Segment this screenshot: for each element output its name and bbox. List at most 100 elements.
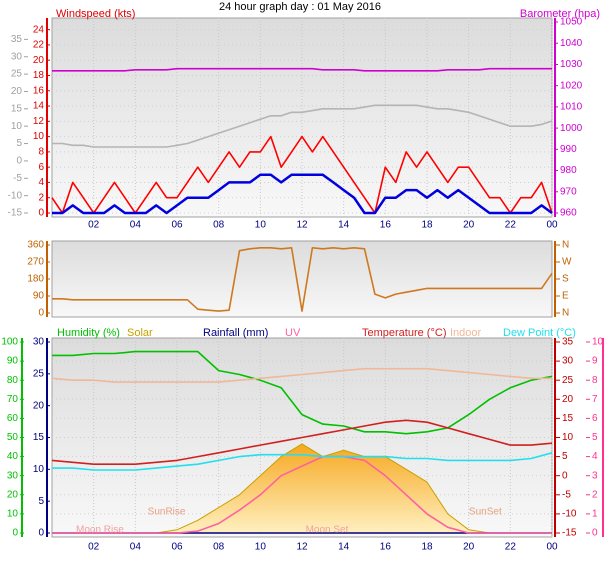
y-tick-label: 5 [562,451,568,462]
y-tick-label: 1020 [560,80,583,91]
y-tick-label: 22 [33,40,45,51]
y-tick-label: S [562,274,569,285]
y-tick-label: 3 [592,470,598,481]
y-tick-label: 30 [11,51,23,62]
y-tick-label: 70 [7,394,19,405]
y-tick-label: 360 [27,240,44,251]
y-tick-label: 10 [7,509,19,520]
y-tick-label: 24 [33,24,45,35]
x-tick-label: 16 [380,220,392,231]
annotation: Moon Set [306,525,349,536]
y-tick-label: 8 [38,147,44,158]
y-tick-label: 0 [38,308,44,319]
legend-entry: Dew Point (°C) [503,327,576,339]
y-tick-label: 2 [592,489,598,500]
x-tick-label: 06 [171,542,183,553]
y-tick-label: 5 [16,138,22,149]
annotation: Moon Rise [76,525,124,536]
y-tick-label: 0 [16,156,22,167]
y-tick-label: 60 [7,413,19,424]
y-tick-label: 10 [33,131,45,142]
x-tick-label: 10 [255,220,267,231]
y-tick-label: 20 [33,55,45,66]
y-tick-label: 10 [562,432,574,443]
legend-entry: Indoor [450,327,482,339]
y-tick-label: -15 [562,528,577,539]
y-tick-label: 10 [11,121,23,132]
x-tick-label: 00 [546,542,558,553]
x-tick-label: 14 [338,220,350,231]
chart-title: 24 hour graph day : 01 May 2016 [219,1,381,13]
y-tick-label: 25 [562,375,574,386]
y-tick-label: 1000 [560,123,583,134]
y-tick-label: 5 [592,432,598,443]
y-tick-label: 30 [33,337,45,348]
y-tick-label: 0 [562,470,568,481]
x-tick-label: 12 [296,542,308,553]
y-tick-label: 6 [38,162,44,173]
y-tick-label: 15 [562,413,574,424]
y-tick-label: 20 [33,400,45,411]
x-tick-label: 18 [421,542,433,553]
y-tick-label: 80 [7,375,19,386]
y-tick-label: 8 [592,375,598,386]
y-tick-label: 1 [592,509,598,520]
y-tick-label: N [562,308,569,319]
y-tick-label: 1050 [560,17,583,28]
y-tick-label: 16 [33,85,45,96]
y-tick-label: 5 [38,496,44,507]
y-tick-label: 18 [33,70,45,81]
x-tick-label: 20 [463,220,475,231]
legend-entry: Rainfall (mm) [203,327,268,339]
y-tick-label: N [562,240,569,251]
legend-entry: Temperature (°C) [362,327,446,339]
y-tick-label: E [562,291,569,302]
x-tick-label: 04 [130,542,142,553]
y-tick-label: 0 [38,528,44,539]
y-tick-label: 6 [592,413,598,424]
y-tick-label: 20 [7,489,19,500]
y-tick-label: 12 [33,116,45,127]
y-tick-label: 100 [1,337,18,348]
axis-title: Barometer (hpa) [520,8,600,20]
y-tick-label: 7 [592,394,598,405]
y-tick-label: 1010 [560,102,583,113]
legend-entry: UV [285,327,301,339]
y-tick-label: 10 [33,464,45,475]
y-tick-label: 960 [560,208,577,219]
y-tick-label: 20 [11,86,23,97]
x-tick-label: 08 [213,542,225,553]
x-tick-label: 02 [88,542,100,553]
y-tick-label: 90 [7,356,19,367]
annotation: SunRise [148,507,186,518]
y-tick-label: 15 [11,103,23,114]
y-tick-label: 14 [33,101,45,112]
x-tick-label: 18 [421,220,433,231]
plot-area [51,240,553,318]
legend-entry: Solar [127,327,153,339]
y-tick-label: 980 [560,165,577,176]
y-tick-label: 990 [560,144,577,155]
x-tick-label: 00 [546,220,558,231]
y-tick-label: 35 [562,337,574,348]
y-tick-label: 10 [592,337,604,348]
legend-entry: Humidity (%) [57,327,120,339]
series-line [51,419,553,465]
y-tick-label: 4 [592,451,598,462]
x-tick-label: 22 [505,220,517,231]
x-tick-label: 06 [171,220,183,231]
y-tick-label: 9 [592,356,598,367]
y-tick-label: 270 [27,257,44,268]
x-tick-label: 20 [463,542,475,553]
y-tick-label: 1040 [560,38,583,49]
series-line [52,104,553,148]
y-tick-label: 90 [33,291,45,302]
axis-title: Windspeed (kts) [56,8,135,20]
series-line [51,367,552,383]
y-tick-label: 20 [562,394,574,405]
y-tick-label: -5 [562,489,571,500]
y-tick-label: 970 [560,186,577,197]
y-tick-label: 0 [12,528,18,539]
series-line [52,350,553,435]
